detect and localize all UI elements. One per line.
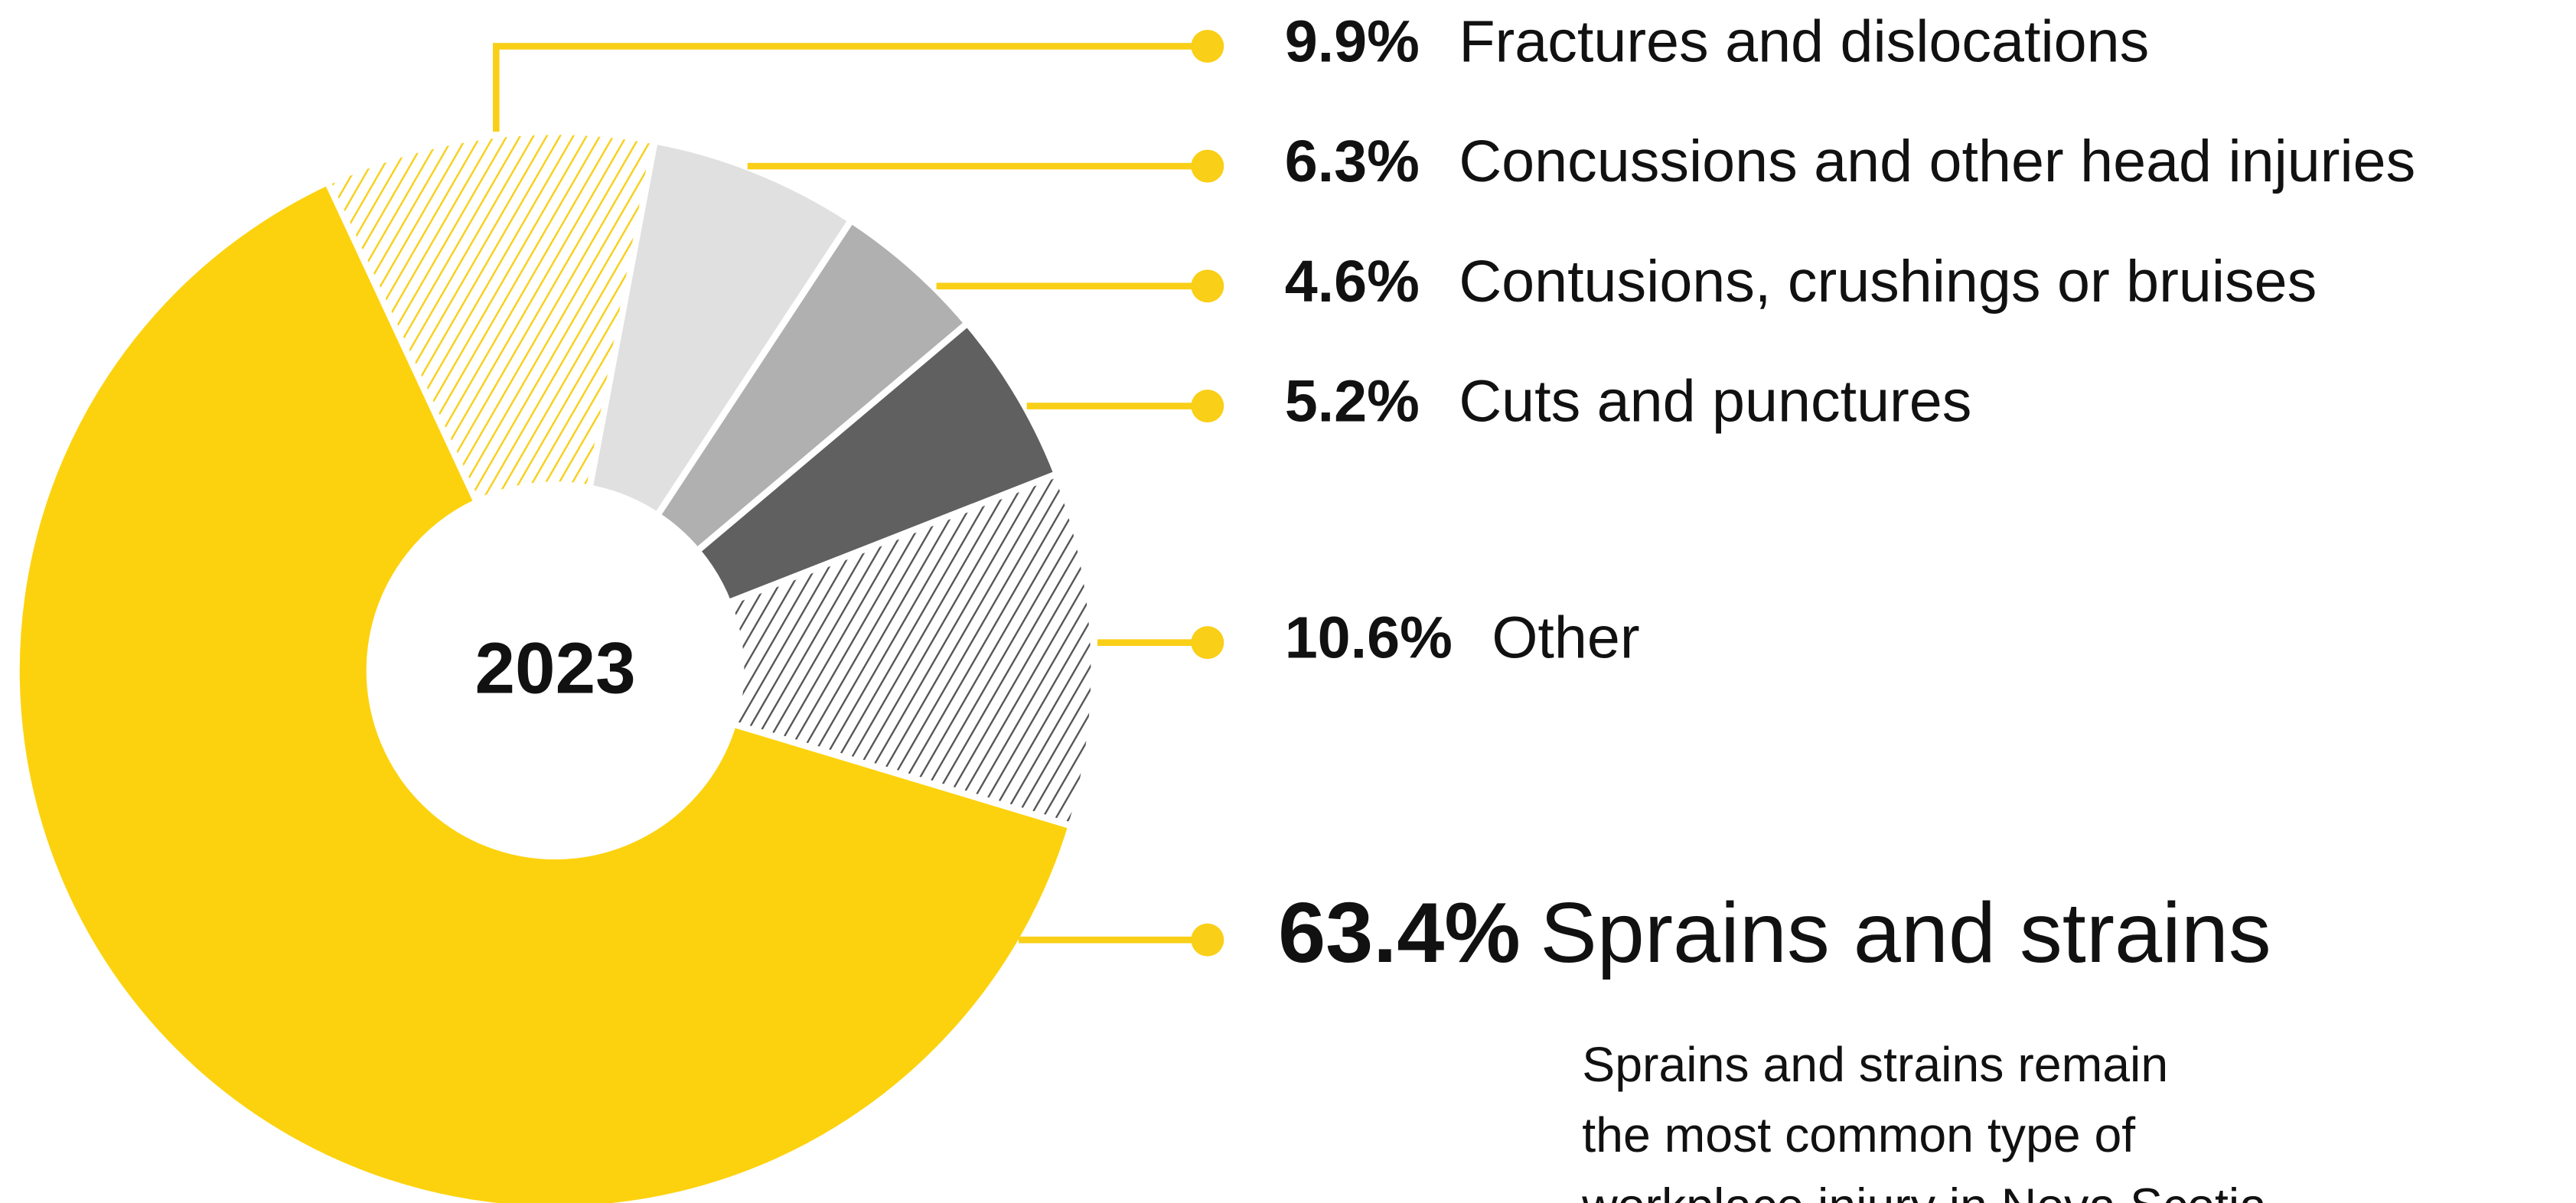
leader-line	[493, 43, 1208, 132]
slice-label: 10.6% Other	[1285, 605, 1640, 671]
slice-label: 6.3% Concussions and other head injuries	[1285, 129, 2416, 195]
category-label: Sprains and strains	[1540, 885, 2271, 981]
slice-label: 4.6% Contusions, crushings or bruises	[1285, 249, 2317, 315]
leader-dot	[1191, 29, 1224, 63]
value-label: 9.9%	[1285, 9, 1420, 75]
category-label: Other	[1492, 605, 1639, 671]
value-label: 4.6%	[1285, 249, 1420, 315]
description-line: Sprains and strains remain	[1582, 1037, 2168, 1092]
leader-dot	[1191, 269, 1224, 303]
value-label: 5.2%	[1285, 369, 1420, 435]
category-label: Contusions, crushings or bruises	[1459, 249, 2317, 315]
slice-label: 5.2% Cuts and punctures	[1285, 369, 1972, 435]
center-label: 2023	[475, 628, 636, 709]
leader-dot	[1191, 626, 1224, 660]
description-line: the most common type of	[1582, 1107, 2135, 1162]
slice	[585, 137, 856, 520]
category-label: Fractures and dislocations	[1459, 9, 2149, 75]
slice	[13, 178, 1076, 1203]
leader-dot	[1191, 390, 1224, 423]
slice-label: 63.4% Sprains and strains	[1278, 885, 2271, 981]
slice	[323, 128, 659, 507]
category-label: Concussions and other head injuries	[1459, 129, 2415, 195]
value-label: 6.3%	[1285, 129, 1420, 195]
slice-label: 9.9% Fractures and dislocations	[1285, 9, 2150, 75]
value-label: 63.4%	[1278, 885, 1520, 981]
category-label: Cuts and punctures	[1459, 369, 1971, 435]
leader-dot	[1191, 923, 1224, 957]
slice	[723, 469, 1097, 830]
value-label: 10.6%	[1285, 605, 1453, 671]
leader-dot	[1191, 149, 1224, 183]
description-line: workplace injury in Nova Scotia	[1581, 1178, 2267, 1203]
